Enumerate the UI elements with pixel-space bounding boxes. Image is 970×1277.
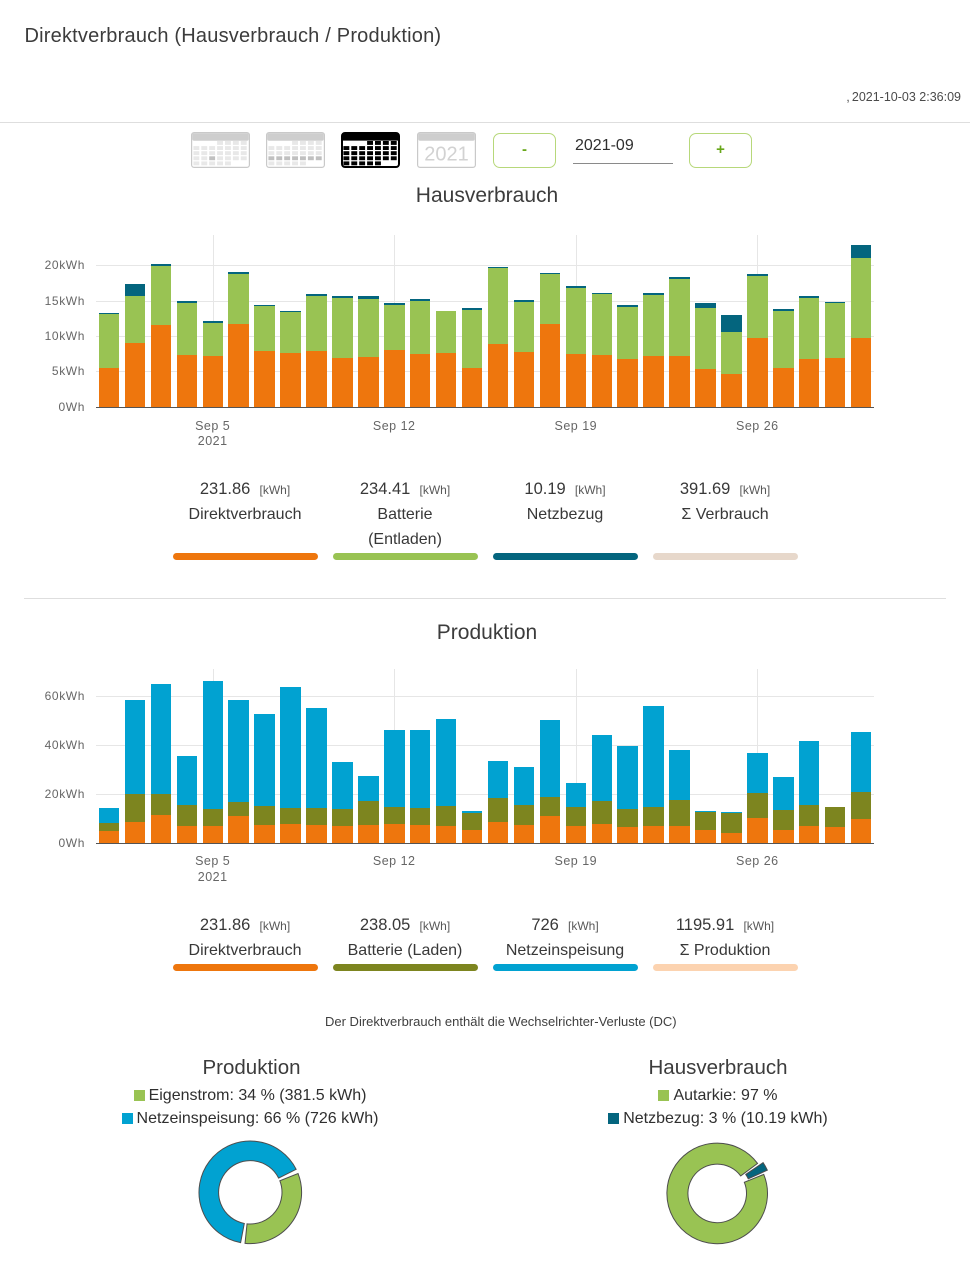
svg-text:2021: 2021: [424, 143, 469, 165]
